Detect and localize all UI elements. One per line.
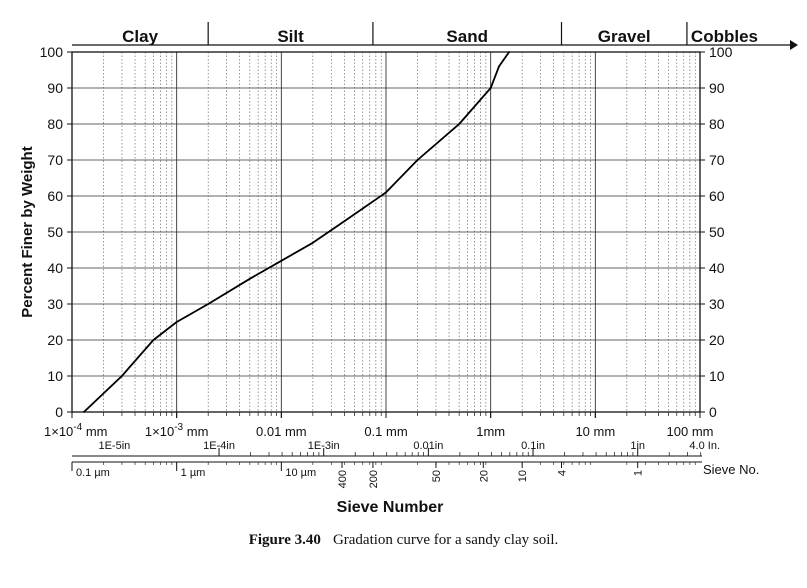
- zone-label-silt: Silt: [277, 27, 304, 46]
- zone-header-arrowhead: [790, 40, 798, 50]
- y-tick-label-left: 30: [47, 296, 63, 312]
- curve-point: [498, 65, 500, 68]
- y-tick-label-left: 10: [47, 368, 63, 384]
- y-tick-label-left: 60: [47, 188, 63, 204]
- zone-label-gravel: Gravel: [598, 27, 651, 46]
- sieve-tick-label: 4: [556, 470, 568, 476]
- inch-tick-label: 4.0 In.: [689, 440, 720, 452]
- inch-tick-label: 1E-5in: [98, 440, 130, 452]
- curve-point: [385, 191, 387, 194]
- series-layer: [83, 51, 510, 413]
- inch-tick-label: 1E-3in: [308, 440, 340, 452]
- sieve-tick-label: 50: [431, 470, 443, 482]
- x-tick-label: 0.01 mm: [256, 424, 307, 439]
- inch-tick-label: 1E-4in: [203, 440, 235, 452]
- curve-point: [207, 303, 210, 305]
- y-tick-label-left: 0: [55, 404, 63, 420]
- sieve-tick-label: 10: [517, 470, 529, 482]
- curve-point: [280, 259, 283, 262]
- x-tick-label: 0.1 mm: [364, 424, 407, 439]
- curve-point: [489, 87, 492, 89]
- inch-tick-label: 0.01in: [413, 440, 443, 452]
- y-tick-label-right: 0: [709, 404, 717, 420]
- y-tick-label-right: 40: [709, 260, 725, 276]
- curve-point: [416, 159, 419, 161]
- micron-tick-label: 0.1 µm: [76, 467, 110, 479]
- y-tick-label-right: 100: [709, 44, 733, 60]
- x-tick-label: 1mm: [476, 424, 505, 439]
- figure-caption-text: Gradation curve for a sandy clay soil.: [332, 532, 559, 548]
- gradation-chart: Clay Silt Sand Gravel Cobbles 0 0 10 10 20 20 30 30…: [19, 22, 798, 516]
- zone-label-cobbles: Cobbles: [691, 27, 758, 46]
- y-tick-label-left: 90: [47, 80, 63, 96]
- sieve-tick-label: 200: [368, 470, 380, 488]
- x-axis-label: Sieve Number: [337, 499, 444, 516]
- y-tick-label-right: 30: [709, 296, 725, 312]
- x-tick-label: 100 mm: [667, 424, 714, 439]
- inch-tick-label: 1in: [630, 440, 645, 452]
- curve-point: [152, 339, 155, 341]
- curve-point: [458, 123, 461, 125]
- x-tick-label: 1×10-4 mm: [44, 422, 107, 439]
- y-tick-label-right: 20: [709, 332, 725, 348]
- inch-tick-label: 0.1in: [521, 440, 545, 452]
- figure-number: Figure 3.40: [248, 532, 321, 548]
- x-tick-label: 1×10-3 mm: [145, 422, 208, 439]
- soil-zone-header: Clay Silt Sand Gravel Cobbles: [72, 22, 798, 50]
- secondary-scales: 1E-5in 1E-4in 1E-3in 0.01in 0.1in 1in 4.0 In. 0…: [71, 440, 720, 488]
- sieve-axis-label: Sieve No.: [703, 462, 759, 477]
- sieve-tick-label: 1: [633, 470, 645, 476]
- curve-point: [311, 241, 314, 244]
- x-tick-label: 10 mm: [575, 424, 615, 439]
- micron-tick-label: 1 µm: [181, 467, 206, 479]
- sieve-tick-label: 20: [478, 470, 490, 482]
- curve-point: [508, 51, 510, 53]
- y-tick-label-left: 70: [47, 152, 63, 168]
- micron-tick-label: 10 µm: [285, 467, 316, 479]
- y-tick-label-left: 100: [40, 44, 64, 60]
- y-axis-ticks: 0 0 10 10 20 20 30 30 40 40 50 50 60 60 70 70 80 80 90 90 10…: [40, 44, 733, 420]
- curve-point: [248, 277, 251, 280]
- y-tick-label-right: 70: [709, 152, 725, 168]
- y-tick-label-right: 60: [709, 188, 725, 204]
- figure-caption: Figure 3.40 Gradation curve for a sandy c…: [0, 532, 807, 549]
- x-axis-ticks: 1×10-4 mm 1×10-3 mm 0.01 mm 0.1 mm 1mm 10 mm 1…: [44, 412, 713, 439]
- y-tick-label-right: 90: [709, 80, 725, 96]
- y-tick-label-left: 20: [47, 332, 63, 348]
- curve-point: [343, 220, 346, 223]
- curve-point: [175, 321, 178, 323]
- curve-point: [121, 375, 123, 377]
- y-tick-label-right: 80: [709, 116, 725, 132]
- y-tick-label-right: 10: [709, 368, 725, 384]
- zone-label-sand: Sand: [446, 27, 488, 46]
- y-tick-label-left: 50: [47, 224, 63, 240]
- y-axis-label: Percent Finer by Weight: [19, 146, 36, 317]
- y-tick-label-right: 50: [709, 224, 725, 240]
- y-tick-label-left: 40: [47, 260, 63, 276]
- grid-major-lines: [72, 52, 700, 412]
- curve-point: [83, 411, 85, 413]
- y-tick-label-left: 80: [47, 116, 63, 132]
- zone-label-clay: Clay: [122, 27, 158, 46]
- sieve-tick-label: 400: [337, 470, 349, 488]
